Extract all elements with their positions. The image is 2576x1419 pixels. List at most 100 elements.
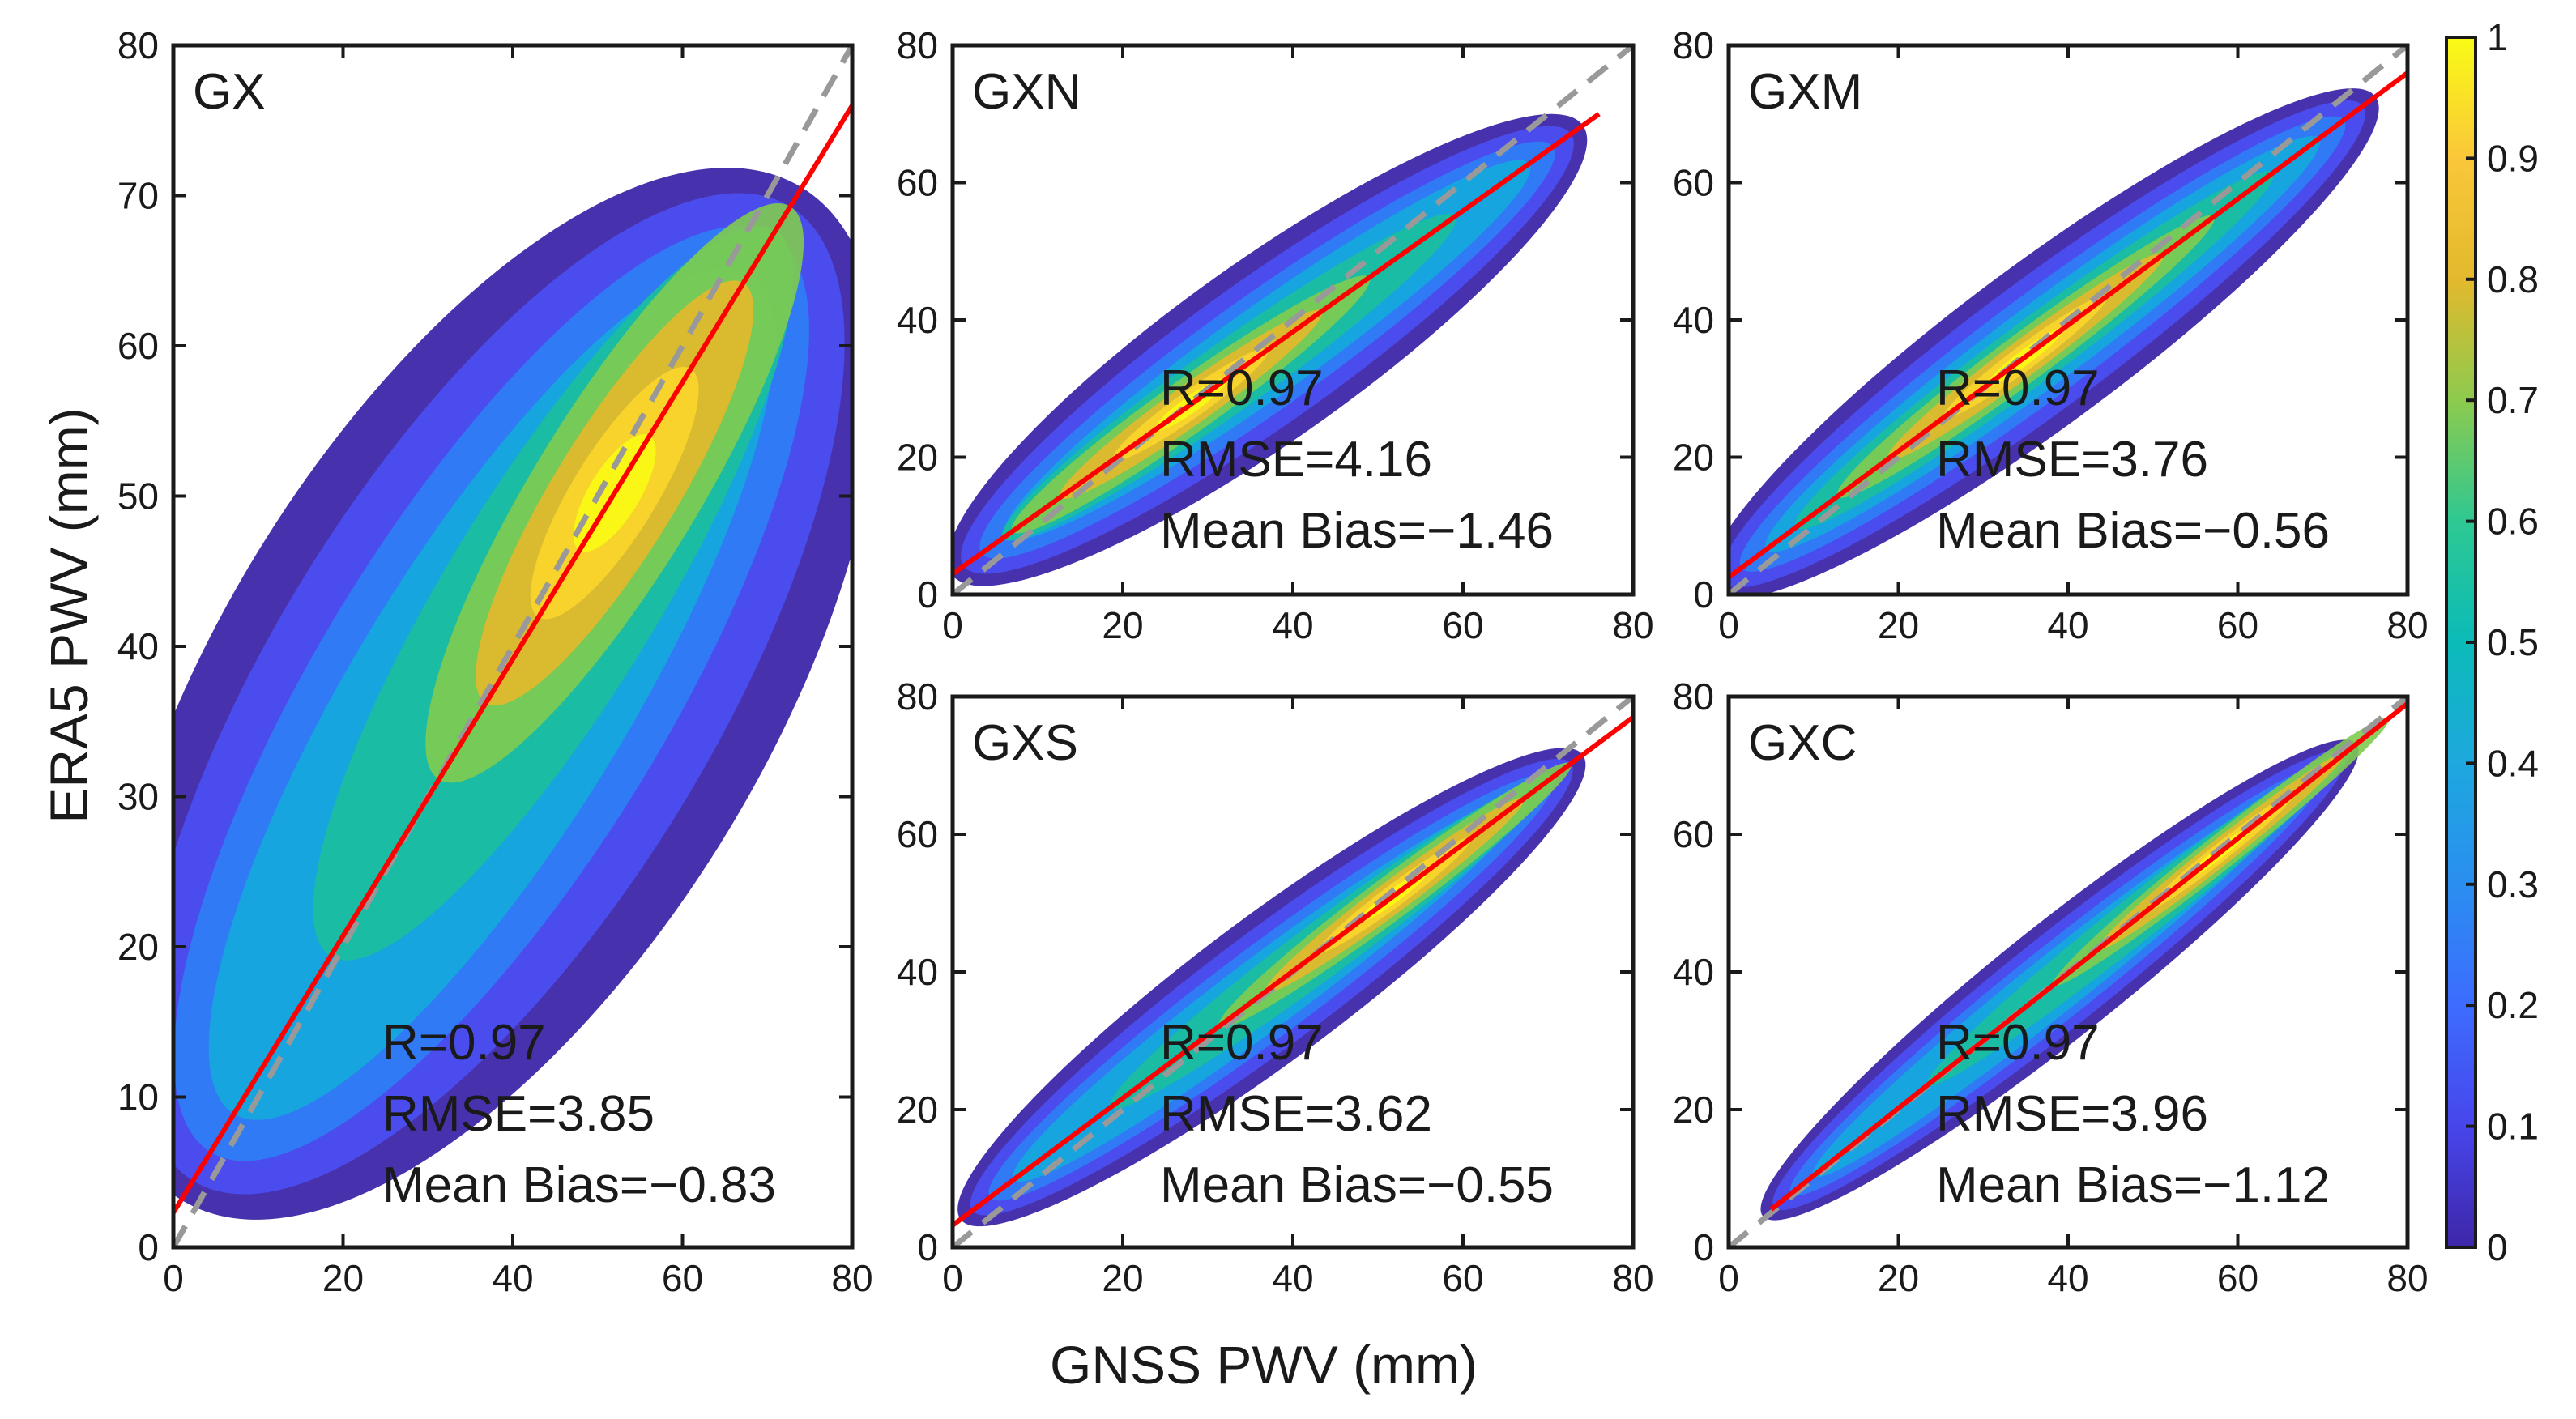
colorbar-tick-label: 0 bbox=[2487, 1226, 2508, 1268]
x-tick-label: 40 bbox=[2047, 1257, 2088, 1299]
colorbar-tick-label: 0.9 bbox=[2487, 137, 2539, 179]
y-tick-label: 80 bbox=[117, 24, 159, 66]
x-tick-label: 20 bbox=[322, 1257, 364, 1299]
y-tick-label: 60 bbox=[117, 325, 159, 367]
colorbar: 0 0.1 0.2 0.3 0.4 0.5 0.6 0.7 0.8 0.9 1 bbox=[2445, 16, 2539, 1268]
x-tick-label: 60 bbox=[662, 1257, 703, 1299]
panel-label: GXN bbox=[972, 64, 1081, 120]
x-tick-label: 20 bbox=[1878, 604, 1919, 646]
panel-gxm: 0 20 40 60 80 0 20 40 60 80 GXM R=0.97 RMSE=3.76 Mean… bbox=[1673, 24, 2429, 646]
stat-rmse: RMSE=3.76 bbox=[1936, 432, 2208, 488]
colorbar-tick-label: 0.8 bbox=[2487, 258, 2539, 300]
fit-line bbox=[173, 104, 852, 1214]
y-tick-label: 60 bbox=[897, 813, 938, 855]
stat-bias: Mean Bias=−0.56 bbox=[1936, 503, 2330, 559]
y-tick-label: 80 bbox=[1673, 24, 1714, 66]
y-tick-label: 0 bbox=[1693, 573, 1714, 616]
y-tick-label: 70 bbox=[117, 175, 159, 217]
y-tick-label: 40 bbox=[897, 299, 938, 341]
x-axis-label: GNSS PWV (mm) bbox=[1050, 1335, 1478, 1395]
fit-line bbox=[953, 715, 1633, 1228]
fit-line bbox=[953, 112, 1601, 577]
stat-bias: Mean Bias=−1.46 bbox=[1160, 503, 1554, 559]
panel-label: GXS bbox=[972, 715, 1078, 771]
panel-gxc: 0 20 40 60 80 0 20 40 60 80 GXC R=0.97 RMSE=3.96 Mean… bbox=[1673, 675, 2429, 1299]
stat-rmse: RMSE=3.62 bbox=[1160, 1086, 1432, 1142]
x-tick-label: 40 bbox=[492, 1257, 533, 1299]
x-tick-label: 0 bbox=[1718, 1257, 1739, 1299]
stat-rmse: RMSE=3.85 bbox=[382, 1086, 655, 1142]
x-tick-label: 40 bbox=[2047, 604, 2088, 646]
stat-bias: Mean Bias=−1.12 bbox=[1936, 1157, 2330, 1213]
y-tick-label: 40 bbox=[897, 951, 938, 993]
panel-label: GX bbox=[193, 64, 266, 120]
x-tick-label: 80 bbox=[1612, 1257, 1653, 1299]
panel-gx: 0 20 40 60 80 0 10 20 30 40 50 60 70 80 GX R=0.97 RMSE=3… bbox=[117, 24, 873, 1299]
stat-r: R=0.97 bbox=[382, 1015, 546, 1071]
x-tick-label: 0 bbox=[942, 604, 963, 646]
fit-line bbox=[1769, 701, 2408, 1212]
x-tick-label: 20 bbox=[1878, 1257, 1919, 1299]
x-tick-label: 0 bbox=[1718, 604, 1739, 646]
colorbar-tick-label: 0.1 bbox=[2487, 1106, 2539, 1148]
colorbar-tick-label: 0.5 bbox=[2487, 621, 2539, 663]
y-tick-label: 60 bbox=[1673, 162, 1714, 204]
panel-label: GXC bbox=[1748, 715, 1857, 771]
y-tick-label: 20 bbox=[897, 437, 938, 479]
y-tick-label: 80 bbox=[897, 675, 938, 718]
x-tick-label: 80 bbox=[2386, 604, 2428, 646]
y-tick-label: 0 bbox=[138, 1226, 159, 1268]
x-tick-label: 80 bbox=[1612, 604, 1653, 646]
y-tick-label: 60 bbox=[897, 162, 938, 204]
x-tick-label: 20 bbox=[1102, 604, 1143, 646]
x-tick-label: 60 bbox=[1442, 604, 1483, 646]
one-to-one-line bbox=[173, 45, 852, 1247]
x-tick-label: 40 bbox=[1272, 1257, 1313, 1299]
y-tick-label: 60 bbox=[1673, 813, 1714, 855]
y-tick-label: 40 bbox=[1673, 951, 1714, 993]
y-tick-label: 50 bbox=[117, 475, 159, 518]
y-tick-label: 30 bbox=[117, 776, 159, 818]
one-to-one-line bbox=[1729, 45, 2408, 594]
x-tick-label: 60 bbox=[2217, 604, 2258, 646]
stat-bias: Mean Bias=−0.55 bbox=[1160, 1157, 1554, 1213]
y-tick-label: 80 bbox=[897, 24, 938, 66]
y-tick-label: 40 bbox=[117, 625, 159, 667]
colorbar-tick-label: 0.6 bbox=[2487, 501, 2539, 543]
colorbar-tick-label: 0.4 bbox=[2487, 742, 2539, 784]
panel-gxs: 0 20 40 60 80 0 20 40 60 80 GXS R=0.97 RMSE=3.62 Mean… bbox=[897, 675, 1654, 1299]
stat-r: R=0.97 bbox=[1160, 360, 1324, 416]
y-tick-label: 20 bbox=[117, 926, 159, 968]
stat-bias: Mean Bias=−0.83 bbox=[382, 1157, 776, 1213]
x-tick-label: 80 bbox=[831, 1257, 872, 1299]
fit-line bbox=[1729, 70, 2408, 580]
x-tick-label: 60 bbox=[1442, 1257, 1483, 1299]
y-tick-label: 40 bbox=[1673, 299, 1714, 341]
stat-r: R=0.97 bbox=[1160, 1015, 1324, 1071]
colorbar-tick-label: 0.3 bbox=[2487, 863, 2539, 906]
colorbar-tick-label: 1 bbox=[2487, 16, 2508, 58]
x-tick-label: 20 bbox=[1102, 1257, 1143, 1299]
y-axis-label: ERA5 PWV (mm) bbox=[39, 407, 99, 823]
colorbar-tick-label: 0.7 bbox=[2487, 379, 2539, 421]
panel-label: GXM bbox=[1748, 64, 1862, 120]
y-tick-label: 0 bbox=[917, 573, 938, 616]
y-tick-label: 10 bbox=[117, 1076, 159, 1119]
stat-rmse: RMSE=4.16 bbox=[1160, 432, 1432, 488]
y-tick-label: 80 bbox=[1673, 675, 1714, 718]
one-to-one-line bbox=[953, 45, 1633, 594]
y-tick-label: 0 bbox=[1693, 1226, 1714, 1268]
x-tick-label: 80 bbox=[2386, 1257, 2428, 1299]
x-tick-label: 0 bbox=[163, 1257, 184, 1299]
panels: 0 20 40 60 8001020304050607080GXR=0.97RMSE=3… bbox=[117, 24, 2429, 1299]
x-tick-label: 0 bbox=[942, 1257, 963, 1299]
x-tick-label: 60 bbox=[2217, 1257, 2258, 1299]
y-tick-label: 0 bbox=[917, 1226, 938, 1268]
x-tick-label: 40 bbox=[1272, 604, 1313, 646]
y-tick-label: 20 bbox=[897, 1089, 938, 1131]
y-tick-label: 20 bbox=[1673, 1089, 1714, 1131]
colorbar-ticks: 0 0.1 0.2 0.3 0.4 0.5 0.6 0.7 0.8 0.9 1 bbox=[2466, 16, 2539, 1268]
stat-r: R=0.97 bbox=[1936, 1015, 2100, 1071]
y-tick-label: 20 bbox=[1673, 437, 1714, 479]
